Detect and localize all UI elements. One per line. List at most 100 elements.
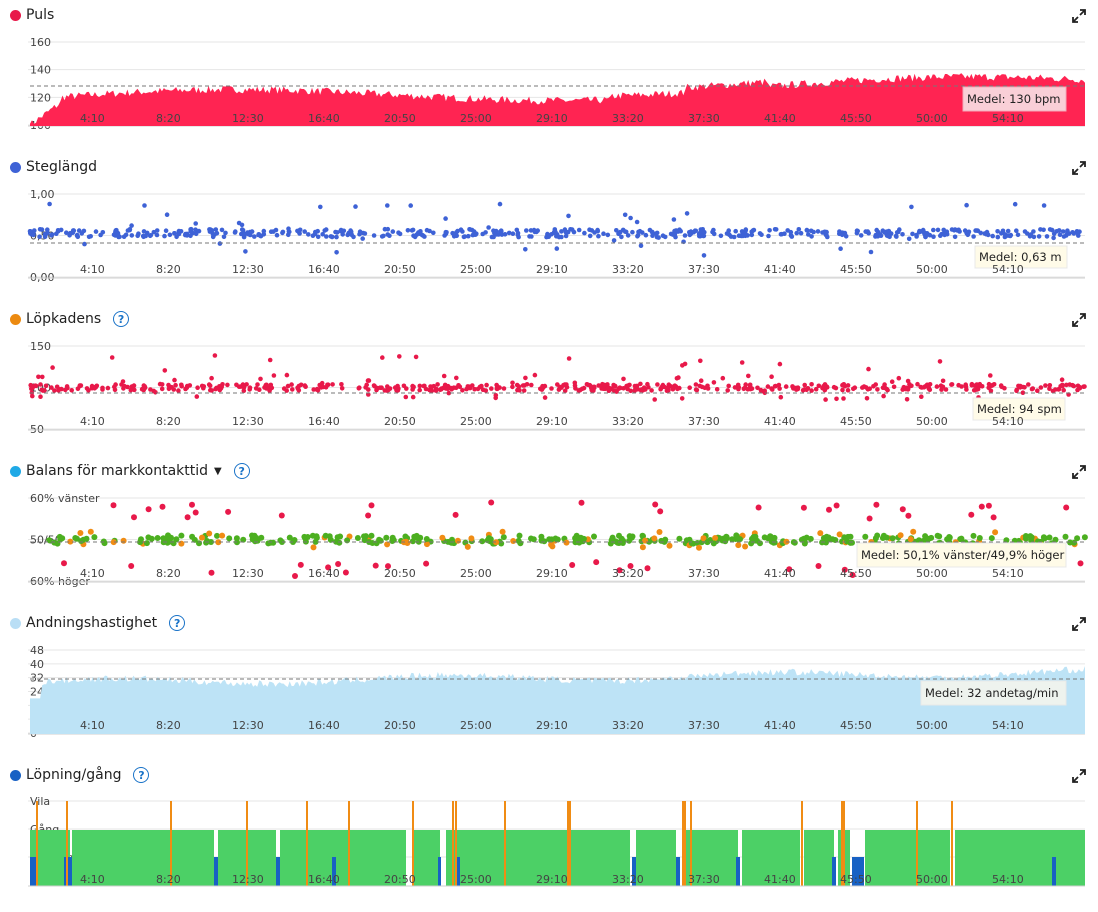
data-point	[422, 234, 427, 239]
expand-icon[interactable]	[1072, 161, 1086, 175]
data-point	[778, 394, 784, 400]
data-point	[64, 384, 70, 389]
data-point	[151, 388, 156, 394]
x-tick-label: 54:10	[992, 567, 1024, 580]
data-point	[700, 535, 707, 542]
data-point	[208, 539, 214, 545]
data-point	[421, 383, 427, 389]
x-tick-label: 50:00	[916, 567, 948, 580]
kadens-scatter-series	[28, 353, 1087, 402]
data-point	[940, 378, 946, 384]
data-point	[454, 230, 459, 235]
data-point	[397, 231, 403, 237]
data-point	[377, 385, 383, 390]
data-point	[769, 374, 774, 379]
help-icon[interactable]: ?	[169, 615, 186, 631]
data-point	[413, 534, 420, 541]
expand-icon[interactable]	[1072, 465, 1086, 479]
data-point	[194, 394, 200, 399]
expand-icon[interactable]	[1072, 617, 1086, 631]
data-point	[454, 375, 459, 381]
data-point	[851, 386, 856, 392]
data-point	[82, 241, 87, 247]
help-icon[interactable]: ?	[113, 311, 130, 327]
data-point	[559, 229, 564, 234]
data-point	[801, 539, 808, 546]
x-tick-label: 33:20	[612, 719, 644, 732]
data-point	[847, 533, 854, 540]
data-point	[768, 536, 775, 542]
dropdown-caret-icon[interactable]: ▼	[214, 465, 222, 477]
data-point	[312, 538, 319, 545]
data-point	[746, 373, 751, 379]
rest-marker	[306, 801, 308, 886]
data-point	[372, 562, 379, 569]
data-point	[439, 534, 446, 541]
data-point	[289, 382, 294, 387]
data-point	[931, 234, 936, 239]
x-tick-label: 8:20	[156, 112, 181, 125]
data-point	[644, 565, 651, 572]
data-point	[682, 361, 688, 367]
data-point	[257, 387, 262, 392]
data-point	[113, 382, 118, 387]
data-point	[403, 394, 409, 400]
expand-icon[interactable]	[1072, 769, 1086, 783]
data-point	[397, 354, 402, 359]
data-point	[998, 383, 1004, 388]
data-point	[385, 226, 391, 232]
data-point	[486, 225, 491, 230]
data-point	[605, 386, 610, 391]
data-point	[712, 535, 719, 541]
y-tick-label: 1,00	[30, 188, 55, 201]
data-point	[1047, 227, 1053, 232]
data-point	[578, 499, 585, 506]
data-point	[838, 246, 843, 251]
data-point	[171, 387, 177, 392]
data-point	[661, 538, 668, 545]
data-point	[517, 540, 524, 547]
data-point	[334, 250, 339, 255]
data-point	[868, 249, 874, 255]
data-point	[424, 541, 430, 548]
data-point	[815, 229, 821, 234]
chart-puls[interactable]: 160140120100Medel: 130 bpm4:108:2012:301…	[0, 0, 1098, 152]
data-point	[679, 396, 685, 401]
data-point	[510, 231, 516, 236]
data-point	[602, 382, 607, 388]
data-point	[67, 538, 74, 545]
chart-kadens[interactable]: 15010050Medel: 94 spm4:108:2012:3016:402…	[0, 304, 1098, 456]
data-point	[1044, 234, 1050, 239]
data-point	[37, 234, 42, 239]
data-point	[1043, 383, 1048, 388]
rest-marker	[569, 801, 571, 886]
data-point	[408, 203, 414, 208]
data-point	[765, 384, 771, 389]
chart-andning[interactable]: 484032241680Medel: 32 andetag/min4:108:2…	[0, 608, 1098, 760]
data-point	[368, 502, 375, 509]
data-point	[660, 233, 666, 238]
y-tick-label: 48	[30, 644, 44, 657]
panel-steg: 1,00 0,50 0,00 Medel: 0,63 m 4:10 8:20 12:30 16…	[0, 152, 1098, 304]
chart-lopning[interactable]: VilaGångLöpning4:108:2012:3016:4020:5025…	[0, 760, 1098, 912]
data-point	[618, 385, 623, 391]
data-point	[807, 535, 814, 542]
expand-icon[interactable]	[1072, 313, 1086, 327]
data-point	[782, 231, 787, 236]
data-point	[284, 372, 290, 378]
data-point	[174, 234, 179, 240]
data-point	[225, 382, 230, 388]
data-point	[849, 539, 855, 546]
expand-icon[interactable]	[1072, 9, 1086, 23]
chart-title: Löpning/gång	[26, 767, 122, 783]
data-point	[963, 384, 969, 390]
data-point	[1047, 386, 1052, 391]
help-icon[interactable]: ?	[233, 463, 250, 479]
data-point	[247, 387, 252, 392]
data-point	[635, 232, 641, 238]
data-point	[354, 535, 361, 541]
help-icon[interactable]: ?	[133, 767, 150, 783]
data-point	[580, 536, 587, 542]
